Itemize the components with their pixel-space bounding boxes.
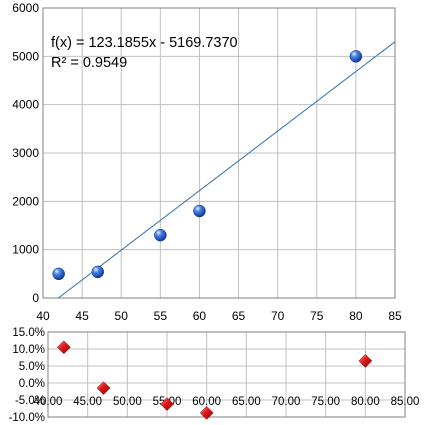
equation-label: f(x) = 123.1855x - 5169.7370 (51, 35, 238, 51)
data-point (154, 228, 167, 242)
top-x-tick-label: 70 (271, 309, 285, 323)
top-x-tick-label: 65 (232, 309, 246, 323)
data-point (52, 267, 65, 281)
bottom-x-tick-label: 80.00 (351, 396, 380, 408)
data-point (91, 265, 105, 279)
bottom-y-tick-label: -5.0% (15, 395, 45, 407)
residual-point (96, 381, 111, 395)
residual-point (199, 406, 214, 420)
bottom-x-tick-label: 70.00 (272, 396, 301, 408)
top-x-tick-label: 55 (154, 309, 168, 323)
r-squared-label: R² = 0.9549 (51, 55, 127, 71)
bottom-x-tick-label: 50.00 (113, 396, 142, 408)
top-y-tick-label: 2000 (12, 194, 39, 208)
top-x-tick-label: 75 (310, 309, 324, 323)
top-x-tick-label: 50 (115, 309, 129, 323)
data-point (349, 50, 363, 63)
bottom-x-tick-label: 75.00 (311, 396, 340, 408)
top-plot-border (42, 7, 396, 299)
top-x-tick-label: 45 (75, 309, 89, 323)
top-y-tick-label: 6000 (12, 1, 39, 15)
top-grid (42, 7, 396, 299)
top-y-axis: 0 1000 2000 3000 4000 5000 6000 (12, 1, 39, 305)
residual-chart: 15.0% 10.0% 5.0% 0.0% -5.0% -10.0% 40.00 45.00… (9, 327, 420, 424)
bottom-y-tick-label: 10.0% (12, 344, 45, 356)
residual-point (57, 340, 71, 355)
bottom-x-tick-label: 40.00 (34, 396, 63, 408)
bottom-x-tick-label: 85.00 (391, 396, 420, 408)
bottom-y-axis: 15.0% 10.0% 5.0% 0.0% -5.0% -10.0% (9, 327, 45, 424)
bottom-x-tick-label: 65.00 (232, 396, 261, 408)
data-points (52, 50, 363, 281)
top-x-tick-label: 85 (388, 309, 402, 323)
bottom-plot-border (47, 331, 406, 418)
bottom-y-tick-label: 0.0% (19, 378, 45, 390)
bottom-x-tick-label: 60.00 (192, 396, 221, 408)
top-y-tick-label: 5000 (12, 49, 39, 63)
residual-points (57, 340, 373, 420)
bottom-y-tick-label: -10.0% (9, 412, 45, 424)
top-x-tick-label: 60 (193, 309, 207, 323)
top-x-axis: 40 45 50 55 60 65 70 75 80 85 (36, 309, 402, 323)
top-y-tick-label: 4000 (12, 98, 39, 112)
top-x-tick-label: 80 (349, 309, 363, 323)
bottom-y-tick-label: 15.0% (12, 327, 45, 339)
top-y-tick-label: 3000 (12, 146, 39, 160)
residual-point (160, 397, 174, 411)
data-point (193, 204, 206, 218)
bottom-x-tick-label: 45.00 (73, 396, 102, 408)
top-y-tick-label: 0 (32, 291, 39, 305)
residual-point (358, 354, 373, 368)
top-x-tick-label: 40 (36, 309, 50, 323)
top-y-tick-label: 1000 (12, 243, 39, 257)
bottom-y-tick-label: 5.0% (19, 361, 45, 373)
bottom-x-axis: 40.0045.0050.0055.0060.0065.0070.0075.00… (34, 396, 420, 408)
trendline (58, 41, 396, 299)
regression-chart: 0 1000 2000 3000 4000 5000 6000 40 45 50 55 60 65 70… (12, 1, 402, 323)
